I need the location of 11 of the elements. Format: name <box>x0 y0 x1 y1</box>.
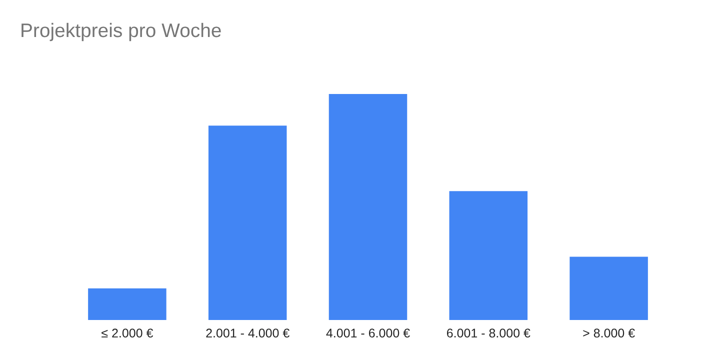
bar <box>88 288 166 320</box>
bar <box>570 256 648 320</box>
x-tick-label: 2.001 - 4.000 € <box>206 328 290 338</box>
x-tick-label: > 8.000 € <box>583 328 635 338</box>
x-tick-label: ≤ 2.000 € <box>102 328 154 338</box>
bar <box>449 191 528 320</box>
x-tick-label: 6.001 - 8.000 € <box>446 328 530 338</box>
bar <box>208 126 287 320</box>
bar <box>328 94 408 320</box>
x-tick-label: 4.001 - 6.000 € <box>326 328 410 338</box>
chart-title: Projektpreis pro Woche <box>22 22 221 42</box>
